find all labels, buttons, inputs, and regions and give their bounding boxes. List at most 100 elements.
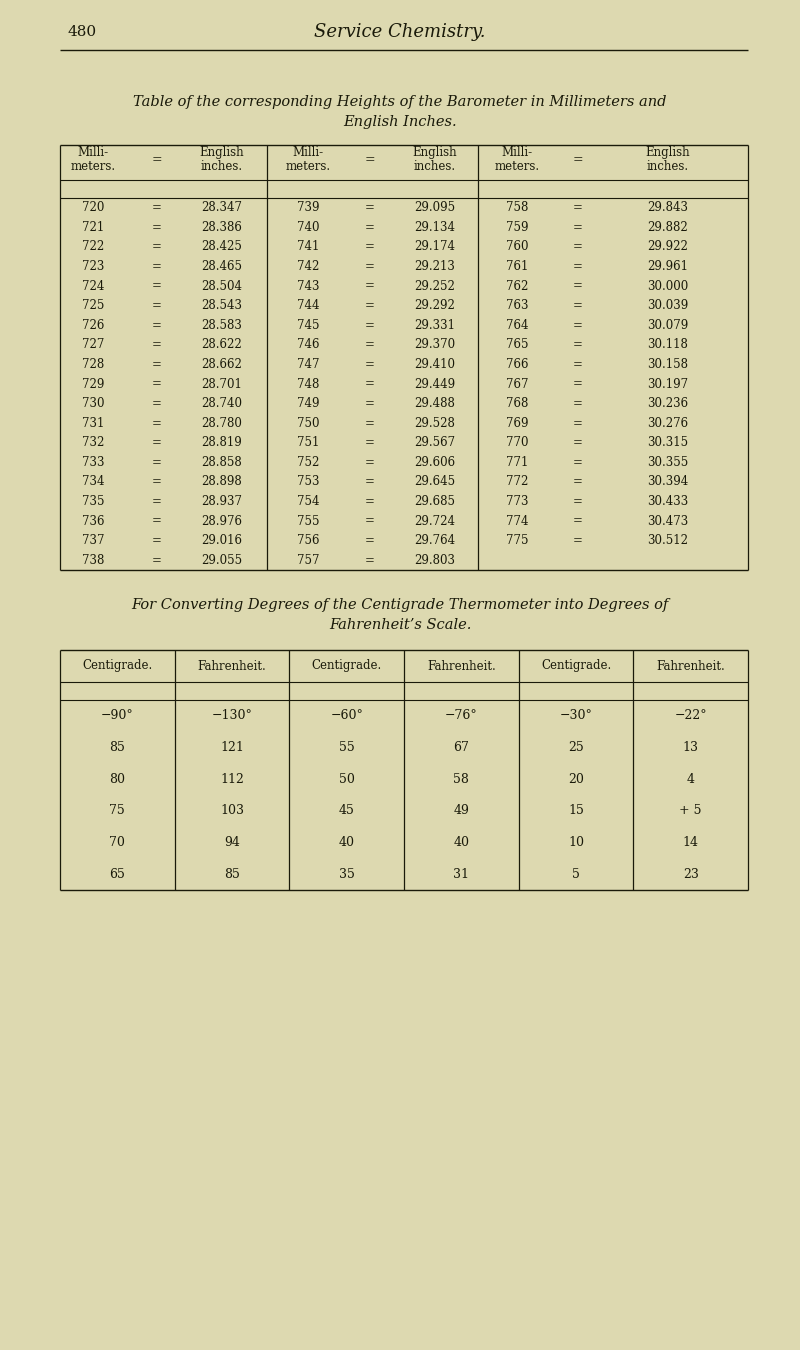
Text: 58: 58 [454,772,470,786]
Text: Fahrenheit’s Scale.: Fahrenheit’s Scale. [329,618,471,632]
Text: 29.882: 29.882 [648,221,688,234]
Text: 759: 759 [506,221,528,234]
Text: inches.: inches. [647,161,689,173]
Text: 766: 766 [506,358,528,371]
Text: =: = [152,378,162,390]
Text: 742: 742 [297,261,319,273]
Text: =: = [573,300,583,312]
Text: 28.347: 28.347 [202,201,242,215]
Text: 726: 726 [82,319,104,332]
Text: 29.370: 29.370 [414,339,455,351]
Text: 75: 75 [110,805,126,817]
Text: 738: 738 [82,554,104,567]
Text: 744: 744 [297,300,319,312]
Text: =: = [573,378,583,390]
Text: 121: 121 [220,741,244,755]
Text: =: = [365,436,375,450]
Text: 752: 752 [297,456,319,468]
Text: =: = [152,339,162,351]
Text: 30.315: 30.315 [647,436,689,450]
Text: 30.276: 30.276 [647,417,689,429]
Text: 45: 45 [338,805,354,817]
Text: =: = [152,300,162,312]
Text: 29.292: 29.292 [414,300,455,312]
Text: 28.425: 28.425 [202,240,242,254]
Text: Service Chemistry.: Service Chemistry. [314,23,486,40]
Text: 743: 743 [297,279,319,293]
Text: =: = [152,475,162,489]
Text: 65: 65 [110,868,126,880]
Text: 80: 80 [110,772,126,786]
Text: Centigrade.: Centigrade. [541,660,611,672]
Text: 773: 773 [506,495,528,508]
Text: =: = [573,397,583,410]
Text: =: = [365,456,375,468]
Text: =: = [152,417,162,429]
Text: 28.819: 28.819 [202,436,242,450]
Text: 28.858: 28.858 [202,456,242,468]
Text: 730: 730 [82,397,104,410]
Text: 746: 746 [297,339,319,351]
Text: =: = [573,495,583,508]
Text: =: = [365,201,375,215]
Text: 30.197: 30.197 [647,378,689,390]
Text: 29.095: 29.095 [414,201,455,215]
Text: =: = [573,339,583,351]
Text: =: = [152,456,162,468]
Text: 28.622: 28.622 [202,339,242,351]
Text: 4: 4 [686,772,694,786]
Text: 29.134: 29.134 [414,221,455,234]
Text: 760: 760 [506,240,528,254]
Text: −60°: −60° [330,709,363,722]
Text: 30.039: 30.039 [647,300,689,312]
Text: 50: 50 [338,772,354,786]
Text: =: = [573,153,583,166]
Text: For Converting Degrees of the Centigrade Thermometer into Degrees of: For Converting Degrees of the Centigrade… [131,598,669,612]
Text: meters.: meters. [286,161,330,173]
Text: =: = [365,339,375,351]
Text: 29.567: 29.567 [414,436,455,450]
Text: 28.465: 28.465 [202,261,242,273]
Text: =: = [365,475,375,489]
Text: =: = [152,358,162,371]
Text: =: = [152,153,162,166]
Text: 733: 733 [82,456,104,468]
Text: 28.740: 28.740 [202,397,242,410]
Text: 762: 762 [506,279,528,293]
Text: 29.645: 29.645 [414,475,455,489]
Text: =: = [152,535,162,547]
Text: =: = [573,201,583,215]
Text: English: English [646,146,690,159]
Text: 40: 40 [338,836,354,849]
Text: 756: 756 [297,535,319,547]
Text: =: = [365,319,375,332]
Text: 10: 10 [568,836,584,849]
Text: 765: 765 [506,339,528,351]
Text: 758: 758 [506,201,528,215]
Text: 30.433: 30.433 [647,495,689,508]
Text: 29.174: 29.174 [414,240,455,254]
Text: =: = [152,279,162,293]
Text: 775: 775 [506,535,528,547]
Text: 29.055: 29.055 [202,554,242,567]
Text: =: = [365,358,375,371]
Text: 29.843: 29.843 [647,201,689,215]
Text: 112: 112 [220,772,244,786]
Text: =: = [573,436,583,450]
Text: =: = [365,221,375,234]
Text: −22°: −22° [674,709,707,722]
Text: 29.410: 29.410 [414,358,455,371]
Text: −130°: −130° [211,709,253,722]
Text: 20: 20 [568,772,584,786]
Text: 741: 741 [297,240,319,254]
Text: =: = [573,514,583,528]
Text: 28.386: 28.386 [202,221,242,234]
Text: 28.583: 28.583 [202,319,242,332]
Text: 55: 55 [338,741,354,755]
Text: + 5: + 5 [679,805,702,817]
Text: 731: 731 [82,417,104,429]
Text: 29.922: 29.922 [647,240,689,254]
Text: 30.118: 30.118 [647,339,689,351]
Text: 774: 774 [506,514,528,528]
Text: 103: 103 [220,805,244,817]
